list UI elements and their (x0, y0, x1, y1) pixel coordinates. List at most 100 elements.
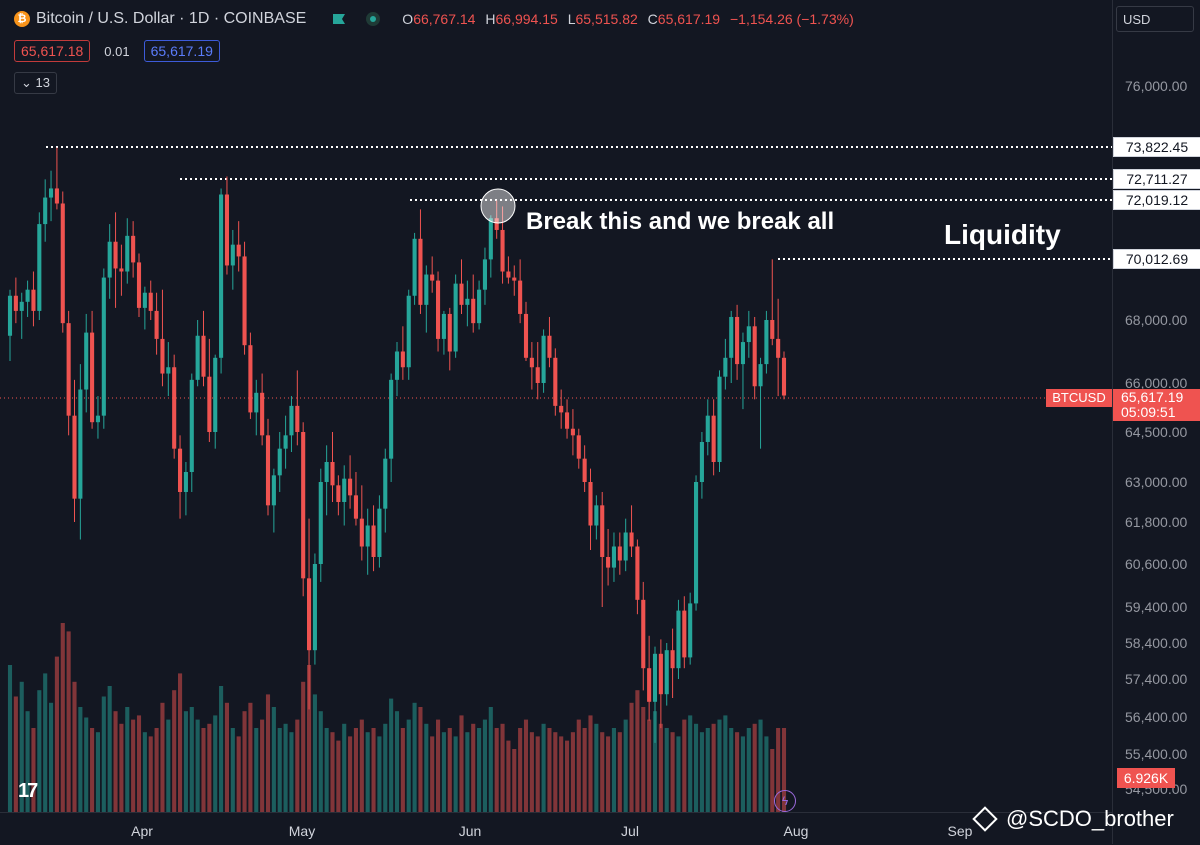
candle-body (172, 367, 177, 449)
candle (324, 445, 329, 516)
candle-body (617, 546, 622, 561)
currency-select[interactable]: USD (1116, 6, 1194, 32)
candle-body (488, 218, 493, 260)
candle-body (582, 458, 587, 482)
candle (277, 432, 282, 492)
sell-button[interactable]: 65,617.18 (14, 40, 91, 62)
price-tick: 59,400.00 (1125, 599, 1188, 615)
volume-bar (66, 631, 71, 812)
candle (500, 206, 505, 284)
volume-bar (518, 728, 523, 812)
volume-bar (201, 728, 206, 812)
candle-body (600, 505, 605, 557)
volume-bar (336, 740, 341, 812)
candle-body (781, 357, 787, 396)
candle-body (705, 415, 710, 442)
volume-bar (113, 711, 118, 812)
candle (301, 422, 306, 597)
candle-body (447, 313, 452, 352)
buy-button[interactable]: 65,617.19 (143, 40, 220, 62)
volume-bar (230, 728, 235, 812)
candle-body (260, 392, 265, 436)
candle-body (336, 485, 341, 502)
volume-bar (213, 715, 218, 812)
volume-bar (676, 736, 681, 812)
candle-body (394, 351, 400, 380)
volume-bar (78, 707, 83, 812)
candle (136, 253, 142, 317)
bitcoin-icon: ₿ (14, 11, 30, 27)
candle (54, 147, 59, 210)
symbol-title[interactable]: Bitcoin / U.S. Dollar · 1D · COINBASE (36, 10, 307, 27)
candle-body (148, 292, 153, 311)
candle (635, 539, 640, 615)
candle-body (306, 578, 312, 651)
volume-bar (400, 728, 405, 812)
volume-bar (600, 732, 605, 812)
volume-bar (389, 698, 394, 812)
volume-bar (553, 732, 558, 812)
volume-bar (752, 723, 757, 812)
candle (658, 639, 663, 729)
candle-body (60, 203, 65, 324)
volume-bar (465, 732, 470, 812)
volume-bar (453, 736, 458, 812)
candle (230, 229, 235, 290)
volume-bar (37, 690, 42, 812)
volume-bar (412, 702, 417, 812)
time-axis[interactable]: Apr May Jun Jul Aug Sep (0, 812, 1112, 845)
candle (207, 338, 212, 442)
candle-body (500, 229, 505, 272)
flag-icon[interactable] (332, 13, 346, 25)
lightning-icon[interactable]: ϟ (774, 790, 796, 812)
candle-body (383, 458, 388, 509)
volume-bar (652, 711, 658, 812)
market-status-icon[interactable] (366, 12, 381, 26)
candle (682, 596, 687, 669)
candle-body (66, 323, 71, 416)
volume-bar (764, 736, 769, 812)
volume-bar (283, 723, 288, 812)
volume-bar (7, 665, 13, 812)
candle (189, 373, 194, 492)
candle-body (265, 435, 271, 506)
candle (101, 268, 106, 429)
candle (723, 338, 728, 390)
candle (488, 215, 493, 278)
price-axis[interactable]: 76,000.00 68,000.00 66,000.00 64,500.00 63,0… (1112, 0, 1200, 844)
volume-bar (611, 728, 617, 812)
candle-body (154, 310, 159, 339)
candle (535, 342, 540, 400)
symbol-legend[interactable]: ₿ Bitcoin / U.S. Dollar · 1D · COINBASE … (14, 10, 860, 28)
candle-body (48, 188, 54, 198)
tradingview-logo[interactable]: 17 (18, 780, 38, 802)
candle-body (494, 218, 499, 230)
indicators-toggle[interactable]: ⌄ 13 (14, 72, 57, 94)
candle-body (95, 415, 101, 423)
volume-bar (529, 732, 534, 812)
candle (177, 435, 183, 519)
candle (629, 505, 634, 557)
candle (740, 332, 746, 410)
candle-body (435, 280, 441, 339)
candle-body (623, 532, 628, 561)
countdown: 05:09:51 (1121, 404, 1176, 420)
candle (459, 259, 464, 314)
price-tick: 66,000.00 (1125, 375, 1188, 391)
candle-body (324, 462, 329, 482)
candle-body (166, 367, 171, 374)
price-change: −1,154.26 (−1.73%) (729, 11, 854, 27)
price-tick: 55,400.00 (1125, 746, 1188, 762)
candlestick-chart[interactable] (0, 0, 1112, 812)
candle-body (465, 298, 470, 305)
candle-body (277, 448, 282, 476)
candle (31, 271, 36, 327)
volume-bar (705, 728, 710, 812)
volume-bar (541, 723, 546, 812)
candle (594, 495, 599, 540)
price-tick: 61,800.00 (1125, 514, 1188, 530)
volume-bar (447, 728, 452, 812)
candle-body (594, 505, 599, 526)
candle (84, 313, 89, 413)
volume-bar (459, 715, 464, 812)
